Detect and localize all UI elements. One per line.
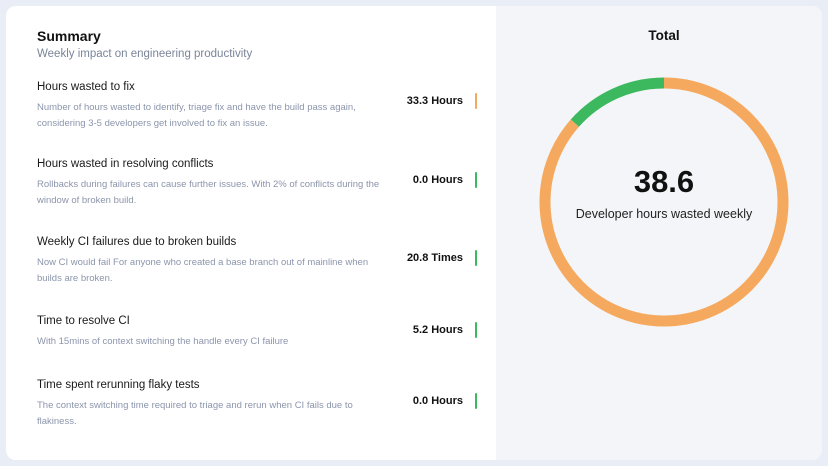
metric-title: Time spent rerunning flaky tests <box>37 379 200 391</box>
metric-title: Hours wasted in resolving conflicts <box>37 158 214 170</box>
metric-row-resolving-conflicts: Hours wasted in resolving conflicts Roll… <box>37 158 477 218</box>
total-donut-chart <box>539 77 789 327</box>
total-panel: Total 38.6 Developer hours wasted weekly <box>496 6 822 460</box>
metric-value: 0.0 Hours <box>412 395 463 407</box>
total-label: Developer hours wasted weekly <box>575 207 753 221</box>
metric-value: 33.3 Hours <box>406 95 463 107</box>
metric-indicator-bar <box>475 93 477 109</box>
metric-description: With 15mins of context switching the han… <box>37 336 289 347</box>
metric-title: Weekly CI failures due to broken builds <box>37 236 237 248</box>
metric-value: 5.2 Hours <box>412 324 463 336</box>
summary-panel: Summary Weekly impact on engineering pro… <box>6 6 496 460</box>
metric-description: The context switching time required to t… <box>37 400 353 427</box>
metric-indicator-bar <box>475 250 477 266</box>
metric-row-hours-to-fix: Hours wasted to fix Number of hours wast… <box>37 81 477 141</box>
total-title: Total <box>648 28 680 43</box>
summary-subtitle: Weekly impact on engineering productivit… <box>37 48 253 60</box>
summary-card: Summary Weekly impact on engineering pro… <box>6 6 822 460</box>
metric-row-resolve-ci: Time to resolve CI With 15mins of contex… <box>37 315 477 355</box>
donut-segment-1 <box>539 77 789 327</box>
metric-row-flaky-tests: Time spent rerunning flaky tests The con… <box>37 379 477 439</box>
metric-indicator-bar <box>475 172 477 188</box>
metric-description: Now CI would fail For anyone who created… <box>37 257 369 284</box>
metric-value: 0.0 Hours <box>412 174 463 186</box>
metric-indicator-bar <box>475 322 477 338</box>
summary-title: Summary <box>37 28 101 44</box>
metric-title: Hours wasted to fix <box>37 81 135 93</box>
metric-title: Time to resolve CI <box>37 315 130 327</box>
metric-description: Number of hours wasted to identify, tria… <box>37 102 356 129</box>
total-value: 38.6 <box>633 164 695 199</box>
metric-row-ci-failures: Weekly CI failures due to broken builds … <box>37 236 477 296</box>
metric-description: Rollbacks during failures can cause furt… <box>37 179 380 206</box>
metric-value: 20.8 Times <box>406 252 463 264</box>
metric-indicator-bar <box>475 393 477 409</box>
